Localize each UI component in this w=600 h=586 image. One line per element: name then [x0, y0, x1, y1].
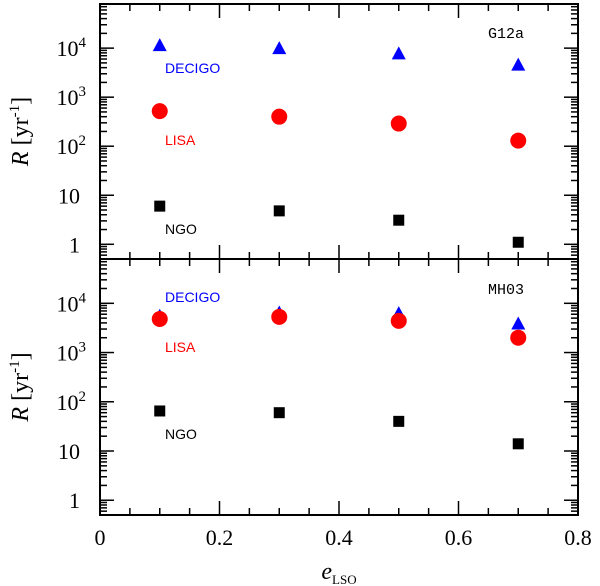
y-tick-label: 1 — [69, 232, 80, 257]
y-tick-label: 104 — [57, 290, 87, 316]
x-tick-label: 0.2 — [206, 525, 234, 550]
series-ngo: NGO — [154, 200, 524, 248]
series-decigo: DECIGO — [152, 38, 526, 76]
y-tick-labels: 1 10 102 103 104 — [57, 290, 87, 513]
point-decigo-triangle — [152, 38, 167, 52]
y-tick-label: 102 — [57, 389, 87, 415]
point-decigo-triangle — [272, 41, 287, 55]
series-lisa: LISA — [151, 103, 527, 149]
point-ngo-square — [393, 214, 405, 226]
point-lisa-circle — [151, 103, 168, 120]
model-label: G12a — [488, 26, 524, 43]
point-lisa-circle — [271, 308, 288, 325]
series-label-decigo: DECIGO — [165, 289, 220, 305]
series-label-ngo: NGO — [165, 221, 197, 237]
x-tick-label: 0 — [95, 525, 106, 550]
point-decigo-triangle — [511, 316, 526, 330]
y-axis-label: R [yr-1] — [7, 352, 34, 422]
y-tick-label: 103 — [57, 340, 87, 366]
series-label-lisa: LISA — [165, 132, 196, 148]
x-tick-label: 0.6 — [445, 525, 473, 550]
y-tick-labels: 1 10 102 103 104 — [57, 35, 87, 257]
point-lisa-circle — [390, 115, 407, 132]
point-ngo-square — [154, 200, 166, 212]
y-tick-label: 10 — [58, 183, 80, 208]
x-axis-label-main: e — [321, 559, 332, 585]
x-axis-label: eLSO — [321, 559, 356, 586]
point-decigo-triangle — [511, 57, 526, 71]
point-lisa-circle — [390, 312, 407, 329]
series-ngo: NGO — [154, 405, 524, 450]
y-tick-label: 102 — [57, 133, 87, 159]
x-tick-label: 0.8 — [564, 525, 592, 550]
point-ngo-square — [512, 236, 524, 248]
panel-mh03: 1 10 102 103 104 R [yr-1] DECIGO LISA NGO MH03 — [7, 258, 579, 516]
x-axis: 0 0.2 0.4 0.6 0.8 — [95, 525, 592, 550]
y-ticks — [99, 4, 579, 259]
series-decigo: DECIGO — [152, 289, 526, 330]
y-tick-label: 104 — [57, 35, 87, 61]
y-tick-label: 10 — [58, 439, 80, 464]
point-ngo-square — [273, 407, 285, 419]
y-tick-label: 1 — [69, 488, 80, 513]
point-ngo-square — [273, 205, 285, 217]
model-label: MH03 — [488, 282, 524, 299]
panels: 1 10 102 103 104 R [yr-1] DECIGO LISA NGO G12a 1 10… — [7, 3, 579, 516]
point-ngo-square — [393, 415, 405, 427]
x-tick-label: 0.4 — [325, 525, 353, 550]
point-lisa-circle — [151, 311, 168, 328]
panel-g12a: 1 10 102 103 104 R [yr-1] DECIGO LISA NGO G12a — [7, 3, 579, 260]
series-lisa: LISA — [151, 308, 527, 355]
y-axis-label: R [yr-1] — [7, 97, 34, 167]
point-lisa-circle — [510, 132, 527, 149]
point-ngo-square — [512, 438, 524, 450]
point-decigo-triangle — [391, 46, 406, 60]
series-label-ngo: NGO — [165, 426, 197, 442]
point-lisa-circle — [510, 329, 527, 346]
y-ticks — [99, 259, 579, 515]
series-label-decigo: DECIGO — [165, 60, 220, 76]
x-axis-label-sub: LSO — [332, 572, 357, 586]
series-label-lisa: LISA — [165, 339, 196, 355]
y-tick-label: 103 — [57, 84, 87, 110]
point-ngo-square — [154, 405, 166, 417]
point-lisa-circle — [271, 108, 288, 125]
